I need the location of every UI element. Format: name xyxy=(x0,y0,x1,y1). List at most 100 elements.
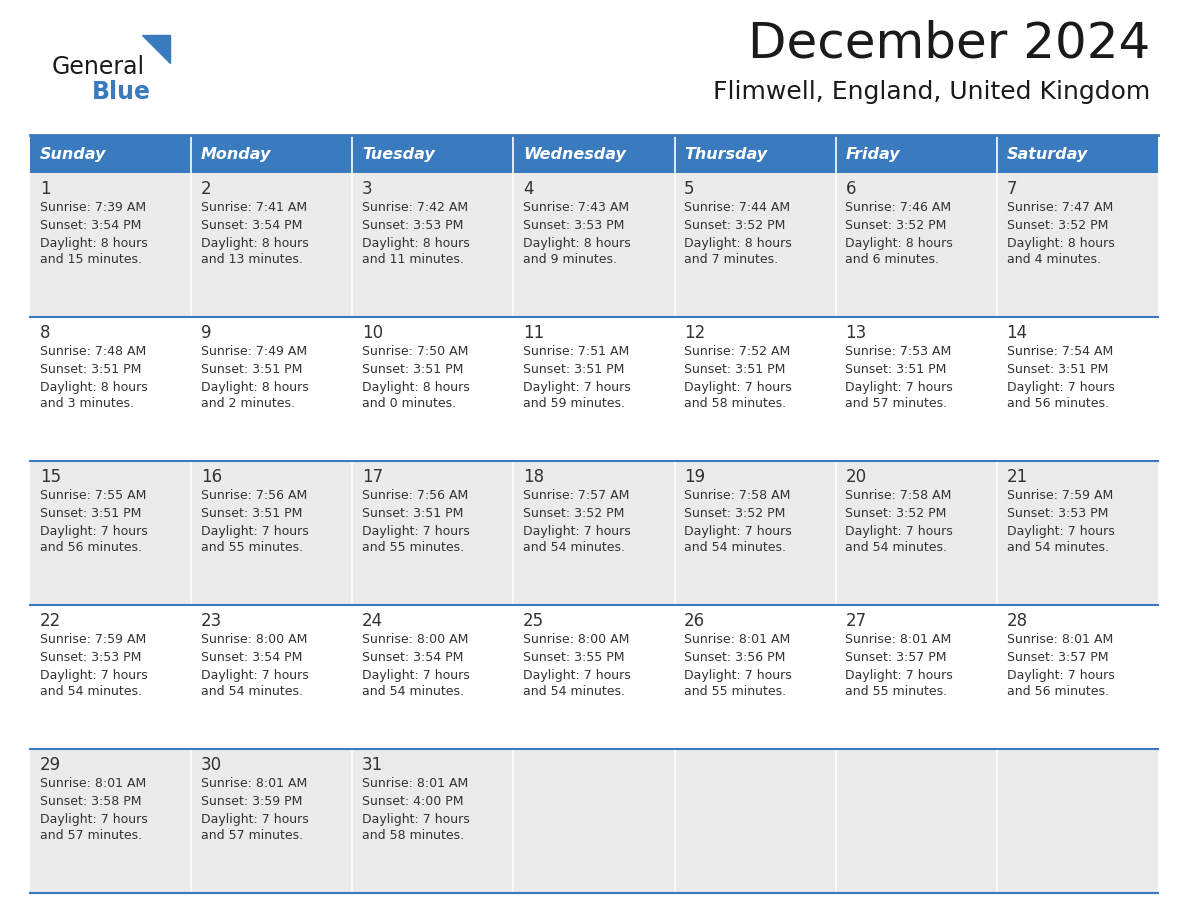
Text: and 59 minutes.: and 59 minutes. xyxy=(523,397,625,410)
Text: Sunrise: 7:41 AM: Sunrise: 7:41 AM xyxy=(201,201,307,214)
Text: 19: 19 xyxy=(684,468,706,486)
Text: Sunset: 3:53 PM: Sunset: 3:53 PM xyxy=(1006,507,1108,520)
Bar xyxy=(997,135,1158,173)
Text: Sunrise: 8:00 AM: Sunrise: 8:00 AM xyxy=(523,633,630,646)
Text: and 57 minutes.: and 57 minutes. xyxy=(846,397,948,410)
Text: and 3 minutes.: and 3 minutes. xyxy=(39,397,134,410)
Text: Sunset: 3:52 PM: Sunset: 3:52 PM xyxy=(846,219,947,232)
Bar xyxy=(30,317,1158,461)
Text: and 58 minutes.: and 58 minutes. xyxy=(684,397,786,410)
Text: and 6 minutes.: and 6 minutes. xyxy=(846,253,940,266)
Text: Sunset: 3:58 PM: Sunset: 3:58 PM xyxy=(39,795,141,808)
Text: Daylight: 7 hours: Daylight: 7 hours xyxy=(39,669,147,682)
Text: Sunrise: 7:59 AM: Sunrise: 7:59 AM xyxy=(1006,489,1113,502)
Text: Wednesday: Wednesday xyxy=(523,147,626,162)
Text: Sunrise: 7:57 AM: Sunrise: 7:57 AM xyxy=(523,489,630,502)
Text: and 7 minutes.: and 7 minutes. xyxy=(684,253,778,266)
Text: Sunset: 3:51 PM: Sunset: 3:51 PM xyxy=(39,363,141,376)
Text: Sunset: 3:51 PM: Sunset: 3:51 PM xyxy=(201,507,302,520)
Text: December 2024: December 2024 xyxy=(747,20,1150,68)
Text: Sunset: 3:54 PM: Sunset: 3:54 PM xyxy=(201,219,302,232)
Text: Sunrise: 7:55 AM: Sunrise: 7:55 AM xyxy=(39,489,146,502)
Text: and 56 minutes.: and 56 minutes. xyxy=(39,541,141,554)
Text: 30: 30 xyxy=(201,756,222,774)
Bar xyxy=(675,135,835,173)
Text: Sunset: 3:51 PM: Sunset: 3:51 PM xyxy=(362,507,463,520)
Text: Sunset: 3:51 PM: Sunset: 3:51 PM xyxy=(684,363,785,376)
Text: Sunset: 3:54 PM: Sunset: 3:54 PM xyxy=(39,219,141,232)
Text: Sunset: 3:51 PM: Sunset: 3:51 PM xyxy=(362,363,463,376)
Text: Daylight: 7 hours: Daylight: 7 hours xyxy=(846,525,953,538)
Text: Daylight: 7 hours: Daylight: 7 hours xyxy=(362,669,469,682)
Text: and 54 minutes.: and 54 minutes. xyxy=(1006,541,1108,554)
Text: and 54 minutes.: and 54 minutes. xyxy=(39,685,141,698)
Text: 12: 12 xyxy=(684,324,706,342)
Bar xyxy=(353,135,513,173)
Text: Sunrise: 7:52 AM: Sunrise: 7:52 AM xyxy=(684,345,790,358)
Text: 15: 15 xyxy=(39,468,61,486)
Text: and 0 minutes.: and 0 minutes. xyxy=(362,397,456,410)
Text: Friday: Friday xyxy=(846,147,901,162)
Text: Daylight: 7 hours: Daylight: 7 hours xyxy=(362,813,469,826)
Text: Daylight: 7 hours: Daylight: 7 hours xyxy=(201,813,309,826)
Text: 11: 11 xyxy=(523,324,544,342)
Text: Daylight: 7 hours: Daylight: 7 hours xyxy=(684,381,792,394)
Text: and 55 minutes.: and 55 minutes. xyxy=(846,685,948,698)
Text: Monday: Monday xyxy=(201,147,271,162)
Text: 4: 4 xyxy=(523,180,533,198)
Text: and 54 minutes.: and 54 minutes. xyxy=(684,541,786,554)
Text: and 55 minutes.: and 55 minutes. xyxy=(201,541,303,554)
Text: and 55 minutes.: and 55 minutes. xyxy=(362,541,465,554)
Text: Sunrise: 7:47 AM: Sunrise: 7:47 AM xyxy=(1006,201,1113,214)
Text: Blue: Blue xyxy=(91,80,151,104)
Text: and 54 minutes.: and 54 minutes. xyxy=(523,685,625,698)
Text: Daylight: 7 hours: Daylight: 7 hours xyxy=(1006,381,1114,394)
Text: Sunset: 3:51 PM: Sunset: 3:51 PM xyxy=(1006,363,1108,376)
Text: Sunset: 3:53 PM: Sunset: 3:53 PM xyxy=(523,219,625,232)
Text: 31: 31 xyxy=(362,756,384,774)
Text: 28: 28 xyxy=(1006,612,1028,630)
Text: Sunrise: 8:01 AM: Sunrise: 8:01 AM xyxy=(201,777,307,790)
Text: Sunrise: 7:39 AM: Sunrise: 7:39 AM xyxy=(39,201,146,214)
Text: Sunrise: 8:00 AM: Sunrise: 8:00 AM xyxy=(362,633,468,646)
Text: Sunset: 3:57 PM: Sunset: 3:57 PM xyxy=(1006,651,1108,664)
Text: Sunset: 3:51 PM: Sunset: 3:51 PM xyxy=(201,363,302,376)
Text: Daylight: 7 hours: Daylight: 7 hours xyxy=(362,525,469,538)
Text: Sunset: 3:54 PM: Sunset: 3:54 PM xyxy=(201,651,302,664)
Text: 10: 10 xyxy=(362,324,383,342)
Text: Sunrise: 8:01 AM: Sunrise: 8:01 AM xyxy=(1006,633,1113,646)
Polygon shape xyxy=(143,35,170,63)
Text: 18: 18 xyxy=(523,468,544,486)
Text: and 54 minutes.: and 54 minutes. xyxy=(846,541,947,554)
Text: 22: 22 xyxy=(39,612,61,630)
Text: Sunset: 3:51 PM: Sunset: 3:51 PM xyxy=(39,507,141,520)
Text: 17: 17 xyxy=(362,468,383,486)
Text: Sunrise: 8:01 AM: Sunrise: 8:01 AM xyxy=(846,633,952,646)
Text: and 13 minutes.: and 13 minutes. xyxy=(201,253,303,266)
Bar xyxy=(30,461,1158,605)
Text: and 54 minutes.: and 54 minutes. xyxy=(523,541,625,554)
Text: Flimwell, England, United Kingdom: Flimwell, England, United Kingdom xyxy=(713,80,1150,104)
Text: Sunrise: 8:01 AM: Sunrise: 8:01 AM xyxy=(39,777,146,790)
Text: Sunset: 3:52 PM: Sunset: 3:52 PM xyxy=(523,507,625,520)
Text: Daylight: 7 hours: Daylight: 7 hours xyxy=(39,813,147,826)
Text: 5: 5 xyxy=(684,180,695,198)
Text: Daylight: 7 hours: Daylight: 7 hours xyxy=(523,669,631,682)
Text: and 15 minutes.: and 15 minutes. xyxy=(39,253,141,266)
Text: Tuesday: Tuesday xyxy=(362,147,435,162)
Text: and 56 minutes.: and 56 minutes. xyxy=(1006,397,1108,410)
Text: Daylight: 7 hours: Daylight: 7 hours xyxy=(1006,669,1114,682)
Text: Sunrise: 8:01 AM: Sunrise: 8:01 AM xyxy=(362,777,468,790)
Text: Daylight: 7 hours: Daylight: 7 hours xyxy=(1006,525,1114,538)
Text: Daylight: 8 hours: Daylight: 8 hours xyxy=(846,237,953,250)
Bar xyxy=(30,135,191,173)
Text: Sunset: 4:00 PM: Sunset: 4:00 PM xyxy=(362,795,463,808)
Bar xyxy=(30,173,1158,317)
Text: and 11 minutes.: and 11 minutes. xyxy=(362,253,463,266)
Text: Daylight: 8 hours: Daylight: 8 hours xyxy=(39,381,147,394)
Text: 13: 13 xyxy=(846,324,866,342)
Text: Daylight: 8 hours: Daylight: 8 hours xyxy=(362,381,469,394)
Text: Sunrise: 7:53 AM: Sunrise: 7:53 AM xyxy=(846,345,952,358)
Text: Sunset: 3:56 PM: Sunset: 3:56 PM xyxy=(684,651,785,664)
Text: Sunset: 3:57 PM: Sunset: 3:57 PM xyxy=(846,651,947,664)
